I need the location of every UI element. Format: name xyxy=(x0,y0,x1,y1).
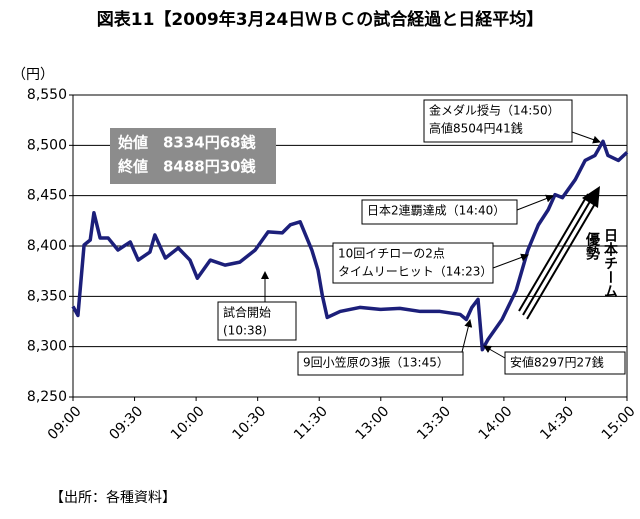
x-tick-label: 10:00 xyxy=(168,403,208,443)
x-tick-label: 15:00 xyxy=(599,403,639,443)
trend-label: 優勢 xyxy=(584,231,601,261)
annotation-box xyxy=(423,99,573,143)
y-unit: （円） xyxy=(12,67,54,83)
x-tick-label: 13:00 xyxy=(353,403,393,443)
annotation-text: 9回小笠原の3振（13:45） xyxy=(303,355,449,370)
x-tick-label: 11:30 xyxy=(291,403,331,443)
x-tick-label: 14:30 xyxy=(537,403,577,443)
y-tick-label: 8,500 xyxy=(27,137,67,153)
annotation-box xyxy=(332,242,494,284)
annotation-arrow xyxy=(571,131,601,144)
annotation-text: 高値8504円41銭 xyxy=(429,121,523,136)
annotation-box xyxy=(217,301,297,341)
price-line xyxy=(71,139,629,352)
x-tick-label: 13:30 xyxy=(414,403,454,443)
annotation-arrow xyxy=(483,345,506,359)
y-tick-label: 8,450 xyxy=(27,188,67,204)
chart-title: 図表11【2009年3月24日ＷＢＣの試合経過と日経平均】 xyxy=(97,9,543,30)
annotation-text: 10回イチローの2点 xyxy=(338,247,445,261)
y-tick-label: 8,400 xyxy=(27,238,67,254)
trend-arrow xyxy=(522,197,593,316)
x-tick-label: 14:00 xyxy=(476,403,516,443)
y-tick-label: 8,550 xyxy=(27,87,67,103)
y-tick-label: 8,350 xyxy=(27,288,67,304)
annotation-text: タイムリーヒット（14:23） xyxy=(338,265,492,279)
source: 【出所：各種資料】 xyxy=(50,490,176,506)
x-tick-label: 09:00 xyxy=(45,403,85,443)
annotation-arrow xyxy=(492,253,529,269)
annotation-text: 安値8297円27銭 xyxy=(510,355,604,370)
price-box-text: 終値 8488円30銭 xyxy=(118,158,256,176)
trend-label: 日本チーム xyxy=(602,228,618,298)
trend-arrow xyxy=(518,193,589,312)
price-box-text: 始値 8334円68銭 xyxy=(118,134,256,152)
trend-arrow xyxy=(526,201,597,320)
annotation-box xyxy=(504,351,626,375)
annotation-arrow xyxy=(516,194,554,211)
annotation-text: 金メダル授与（14:50） xyxy=(429,103,560,118)
y-tick-label: 8,300 xyxy=(27,339,67,355)
annotation-box xyxy=(361,199,518,225)
annotation-text: 日本2連覇達成（14:40） xyxy=(367,204,505,218)
x-tick-label: 09:30 xyxy=(106,403,146,443)
annotation-box xyxy=(297,351,464,376)
annotation-text: 試合開始 xyxy=(223,305,271,320)
annotation-arrow xyxy=(461,319,473,353)
y-tick-label: 8,250 xyxy=(27,389,67,405)
annotation-text: (10:38) xyxy=(223,324,267,338)
x-tick-label: 10:30 xyxy=(229,403,269,443)
price-box xyxy=(110,128,276,184)
trend-arrow-head xyxy=(582,186,600,208)
